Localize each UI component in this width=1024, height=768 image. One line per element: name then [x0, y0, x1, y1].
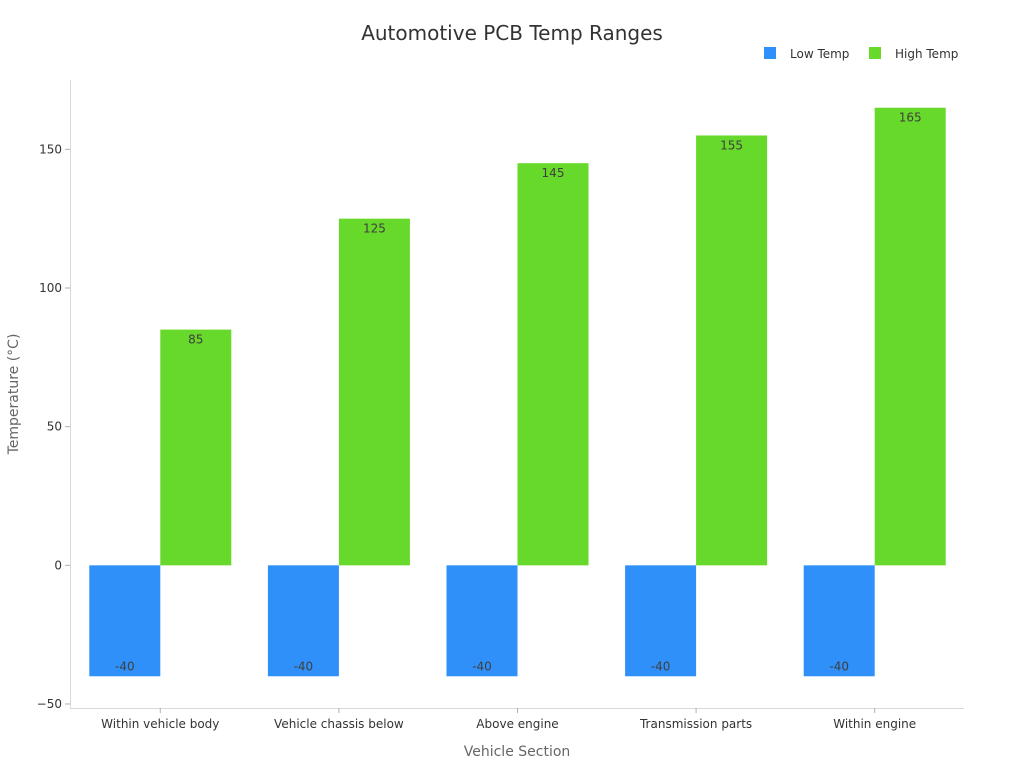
legend-swatch-low-temp	[764, 47, 776, 59]
bar-low-temp-vehicle-chassis-below	[267, 565, 339, 677]
data-label-high-temp: 85	[188, 333, 203, 347]
y-axis-label: Temperature (°C)	[6, 334, 22, 456]
y-tick-label: 150	[39, 142, 62, 156]
data-label-high-temp: 165	[899, 111, 922, 125]
bar-high-temp-within-engine	[874, 107, 946, 566]
x-axis-ticks: Within vehicle body Vehicle chassis below…	[101, 708, 916, 731]
data-label-low-temp: -40	[472, 659, 492, 673]
bars	[89, 107, 946, 677]
bar-low-temp-above-engine	[446, 565, 518, 677]
legend-label-high-temp: High Temp	[895, 47, 958, 61]
y-tick-label: −50	[37, 697, 62, 711]
data-label-low-temp: -40	[829, 659, 849, 673]
data-label-high-temp: 145	[542, 166, 565, 180]
data-label-low-temp: -40	[115, 659, 135, 673]
data-labels: -40 85 -40 125 -40 145 -40 155 -40 165	[115, 111, 922, 674]
chart-title: Automotive PCB Temp Ranges	[361, 21, 663, 45]
bar-low-temp-within-vehicle-body	[89, 565, 161, 677]
bar-high-temp-within-vehicle-body	[160, 329, 232, 566]
data-label-low-temp: -40	[651, 659, 671, 673]
data-label-high-temp: 125	[363, 222, 386, 236]
bar-low-temp-transmission-parts	[625, 565, 697, 677]
y-axis-ticks: −50 0 50 100 150	[37, 142, 70, 711]
bar-high-temp-transmission-parts	[696, 135, 768, 566]
y-tick-label: 50	[47, 420, 62, 434]
y-tick-label: 100	[39, 281, 62, 295]
x-tick-label: Vehicle chassis below	[274, 717, 404, 731]
x-axis-label: Vehicle Section	[464, 744, 571, 760]
legend-label-low-temp: Low Temp	[790, 47, 849, 61]
x-tick-label: Above engine	[476, 717, 558, 731]
y-tick-label: 0	[54, 558, 62, 572]
data-label-high-temp: 155	[720, 138, 743, 152]
legend-swatch-high-temp	[869, 47, 881, 59]
bar-low-temp-within-engine	[803, 565, 875, 677]
legend: Low Temp High Temp	[764, 47, 958, 61]
x-tick-label: Within engine	[833, 717, 916, 731]
bar-high-temp-above-engine	[517, 163, 589, 566]
data-label-low-temp: -40	[294, 659, 314, 673]
x-tick-label: Within vehicle body	[101, 717, 219, 731]
x-tick-label: Transmission parts	[639, 717, 752, 731]
bar-high-temp-vehicle-chassis-below	[338, 218, 410, 566]
